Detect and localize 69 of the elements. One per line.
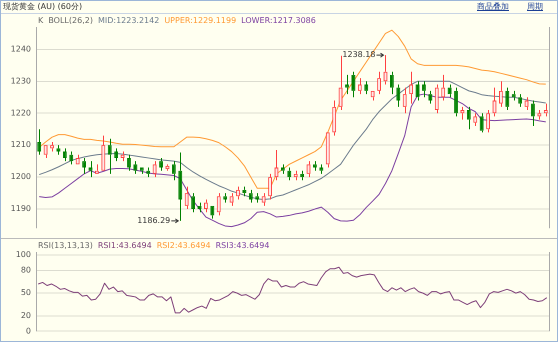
candlestick bbox=[512, 90, 516, 101]
candlestick bbox=[537, 110, 542, 120]
candlestick bbox=[152, 160, 157, 178]
candlestick bbox=[44, 145, 48, 158]
candlestick bbox=[127, 154, 131, 172]
candlestick bbox=[191, 192, 196, 213]
chart-title: 现货黄金 (AU) (60分) bbox=[3, 1, 82, 13]
y-tick-label: 1230 bbox=[10, 76, 31, 86]
candlestick bbox=[146, 167, 150, 178]
candlestick bbox=[448, 84, 452, 98]
candlestick bbox=[384, 54, 388, 85]
y-tick-label: 50 bbox=[20, 288, 31, 298]
y-tick-label: 1200 bbox=[10, 172, 31, 182]
candlestick bbox=[377, 71, 381, 95]
candlestick bbox=[351, 71, 356, 98]
candlestick bbox=[409, 71, 414, 104]
candlestick bbox=[133, 160, 138, 174]
text: MID:1223.2142 bbox=[98, 16, 160, 26]
candlestick bbox=[82, 157, 86, 174]
text: RSI2:43.6494 bbox=[156, 241, 211, 250]
annotation: 1186.29 bbox=[137, 216, 170, 225]
candlestick bbox=[114, 148, 118, 162]
y-tick-label: 1210 bbox=[10, 140, 31, 150]
candlestick bbox=[454, 87, 458, 117]
text: 周期 bbox=[527, 2, 543, 11]
candlestick bbox=[416, 80, 420, 101]
candlestick bbox=[236, 186, 240, 200]
text: UPPER:1229.1199 bbox=[164, 16, 236, 26]
candlestick bbox=[428, 90, 432, 104]
candlestick bbox=[498, 80, 503, 108]
candlestick bbox=[159, 157, 163, 172]
y-tick-label: 1240 bbox=[10, 44, 31, 54]
chart-subtitle: K BOLL(26,2) bbox=[38, 16, 93, 26]
candlestick bbox=[466, 106, 471, 130]
y-tick-label: 100 bbox=[16, 250, 31, 260]
candlestick bbox=[120, 151, 124, 162]
candlestick bbox=[50, 141, 54, 152]
y-tick-label: 20 bbox=[20, 311, 31, 320]
candlestick bbox=[62, 148, 67, 162]
candlestick bbox=[274, 149, 278, 181]
chart-subtitle: RSI(13,13,13) bbox=[38, 241, 93, 250]
candlestick bbox=[531, 100, 535, 127]
candlestick bbox=[262, 192, 266, 206]
candlestick bbox=[390, 71, 394, 95]
y-tick-label: 1220 bbox=[10, 108, 31, 118]
y-tick-label: 1190 bbox=[10, 204, 31, 214]
candlestick bbox=[358, 78, 362, 95]
candlestick bbox=[480, 112, 484, 133]
candlestick bbox=[101, 135, 106, 171]
text: LOWER:1217.3086 bbox=[241, 16, 316, 26]
candlestick bbox=[486, 110, 490, 133]
candlestick bbox=[94, 164, 99, 174]
candlestick bbox=[492, 87, 496, 117]
candlestick bbox=[338, 55, 343, 111]
candlestick bbox=[230, 192, 234, 206]
candlestick bbox=[422, 80, 426, 98]
candlestick bbox=[524, 96, 528, 111]
candlestick bbox=[204, 198, 208, 213]
text: 商品叠加 bbox=[477, 2, 509, 11]
y-tick-label: 80 bbox=[20, 265, 31, 274]
candlestick bbox=[268, 173, 272, 200]
candlestick bbox=[306, 160, 310, 178]
text: RSI1:43.6494 bbox=[98, 241, 152, 250]
candlestick bbox=[172, 160, 176, 181]
candlestick bbox=[518, 94, 522, 108]
text: RSI3:43.6494 bbox=[216, 241, 270, 250]
candlestick bbox=[370, 90, 375, 101]
y-tick-label: 0 bbox=[26, 326, 31, 336]
candlestick bbox=[210, 206, 214, 220]
